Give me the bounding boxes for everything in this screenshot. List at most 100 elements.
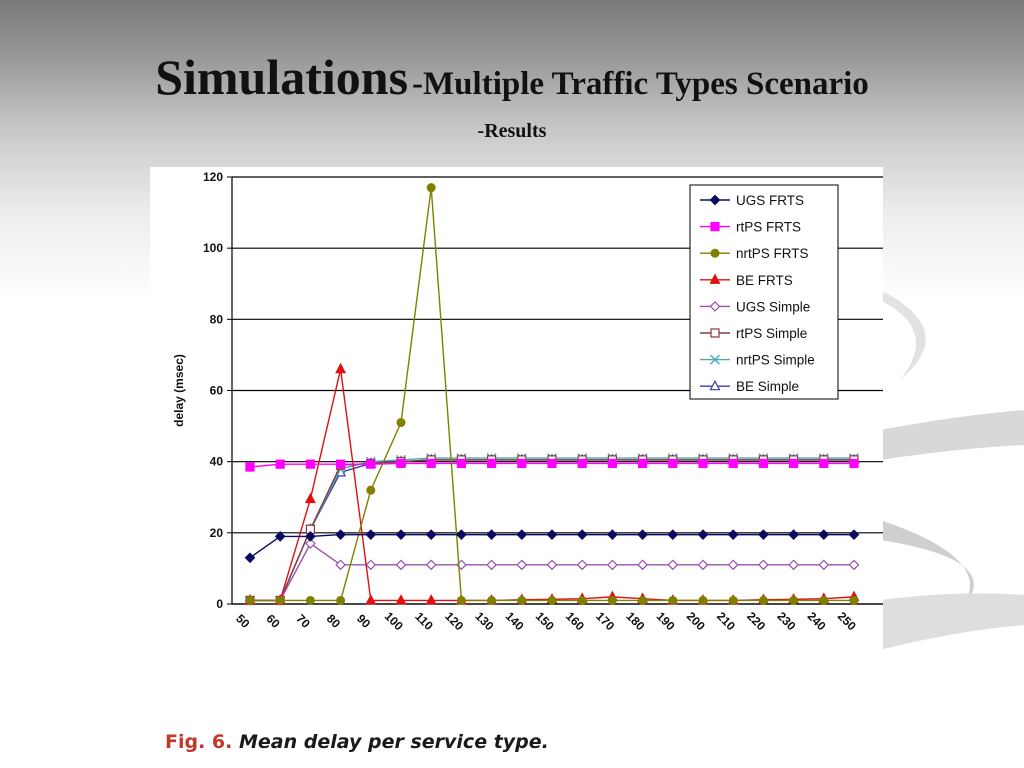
point-nrtps-frts-150 [547, 595, 557, 605]
point-be-frts-90 [365, 594, 377, 605]
point-nrtps-frts-70 [305, 595, 315, 605]
x-tick-label-70: 70 [294, 611, 314, 631]
point-be-frts-80 [335, 362, 347, 374]
x-tick-label-220: 220 [744, 609, 768, 633]
point-rtps-frts-230 [788, 458, 799, 469]
point-be-frts-70 [304, 492, 316, 504]
series-line-ugs-simple [250, 542, 854, 602]
x-tick-label-140: 140 [503, 609, 527, 633]
x-tick-label-150: 150 [533, 609, 557, 633]
caption-figure-number: Fig. 6. [165, 731, 233, 753]
point-ugs-frts-150 [546, 529, 558, 540]
legend-marker-be-frts [709, 273, 721, 284]
legend-label-ugs-simple: UGS Simple [736, 299, 810, 314]
point-be-frts-100 [395, 594, 407, 605]
point-ugs-frts-230 [788, 529, 799, 540]
y-tick-label-40: 40 [210, 455, 224, 469]
point-nrtps-frts-170 [607, 595, 617, 605]
x-tick-label-110: 110 [412, 609, 436, 633]
y-tick-label-100: 100 [203, 241, 223, 255]
y-tick-label-20: 20 [210, 526, 224, 540]
point-ugs-frts-60 [274, 531, 286, 542]
x-tick-label-240: 240 [805, 609, 829, 633]
point-nrtps-frts-50 [245, 595, 255, 605]
y-tick-label-0: 0 [216, 597, 223, 611]
slide-title-main: Simulations [155, 49, 409, 105]
point-ugs-simple-150 [546, 559, 558, 571]
x-tick-label-100: 100 [382, 609, 406, 633]
x-tick-label-120: 120 [442, 609, 466, 633]
point-rtps-frts-50 [245, 462, 255, 472]
point-nrtps-frts-130 [487, 595, 497, 605]
point-nrtps-frts-60 [275, 595, 285, 605]
x-tick-label-210: 210 [714, 609, 738, 633]
chart-figure: 0 20 40 60 80 100 120 50 60 70 80 90 100 110 120 130 140… [150, 167, 883, 655]
point-ugs-frts-80 [335, 529, 346, 540]
point-nrtps-frts-250 [849, 595, 859, 605]
legend-marker-ugs-simple [709, 301, 721, 312]
point-nrtps-frts-120 [456, 595, 466, 605]
legend-label-rtps-frts: rtPS FRTS [736, 220, 801, 235]
x-tick-label-200: 200 [684, 609, 708, 633]
point-nrtps-frts-160 [577, 595, 587, 605]
legend-marker-nrtps-frts [710, 248, 720, 258]
point-rtps-frts-80 [336, 459, 346, 469]
point-ugs-frts-190 [667, 529, 679, 540]
point-ugs-simple-240 [818, 559, 830, 571]
point-ugs-frts-240 [818, 529, 830, 540]
slide-subtitle: -Results [477, 120, 547, 142]
x-tick-label-60: 60 [263, 611, 283, 631]
point-nrtps-frts-110 [426, 183, 436, 193]
x-tick-label-170: 170 [593, 609, 617, 633]
legend-label-nrtps-frts: nrtPS FRTS [736, 246, 809, 261]
point-rtps-frts-210 [728, 458, 738, 469]
point-ugs-simple-140 [516, 559, 528, 571]
legend-box [689, 184, 839, 400]
point-rtps-frts-250 [849, 458, 859, 469]
point-ugs-simple-210 [727, 559, 739, 571]
point-ugs-simple-80 [335, 559, 346, 571]
x-tick-label-130: 130 [472, 609, 496, 633]
point-rtps-frts-220 [758, 458, 769, 469]
point-rtps-frts-90 [366, 459, 376, 469]
x-tick-label-80: 80 [324, 611, 344, 631]
point-nrtps-frts-140 [517, 595, 527, 605]
point-ugs-frts-110 [425, 529, 437, 540]
point-nrtps-frts-100 [396, 418, 406, 428]
point-ugs-frts-180 [637, 529, 648, 540]
y-tick-label-120: 120 [203, 170, 223, 184]
point-ugs-frts-50 [244, 552, 256, 564]
legend-marker-nrtps-simple [710, 354, 720, 365]
point-rtps-frts-100 [396, 458, 406, 469]
legend-marker-rtps-frts [710, 221, 720, 232]
point-rtps-frts-130 [487, 458, 497, 469]
slide-title-rest: -Multiple Traffic Types Scenario [412, 66, 869, 102]
point-ugs-frts-130 [486, 529, 497, 540]
point-ugs-simple-70 [305, 538, 316, 549]
point-rtps-frts-140 [517, 458, 527, 469]
x-tick-label-90: 90 [354, 611, 374, 631]
point-ugs-frts-120 [456, 529, 467, 540]
point-ugs-simple-130 [486, 559, 497, 571]
x-tick-label-190: 190 [654, 609, 678, 633]
point-ugs-simple-180 [637, 559, 648, 571]
point-rtps-frts-160 [577, 458, 587, 469]
point-rtps-frts-60 [275, 459, 285, 469]
point-nrtps-frts-240 [819, 595, 829, 605]
legend-label-nrtps-simple: nrtPS Simple [736, 353, 815, 368]
point-ugs-frts-100 [395, 529, 407, 540]
point-rtps-frts-180 [638, 458, 648, 469]
legend-label-rtps-simple: rtPS Simple [736, 326, 807, 341]
legend-marker-rtps-simple [710, 328, 720, 338]
point-ugs-frts-200 [697, 529, 709, 540]
point-ugs-simple-170 [607, 559, 618, 571]
x-tick-label-160: 160 [563, 609, 587, 633]
y-tick-label-60: 60 [210, 384, 224, 398]
point-ugs-frts-170 [607, 529, 618, 540]
x-tick-label-180: 180 [623, 609, 647, 633]
point-nrtps-frts-180 [638, 595, 648, 605]
point-rtps-frts-170 [607, 458, 617, 469]
y-axis-label: delay (msec) [172, 354, 186, 427]
legend-marker-be-simple [709, 379, 721, 391]
